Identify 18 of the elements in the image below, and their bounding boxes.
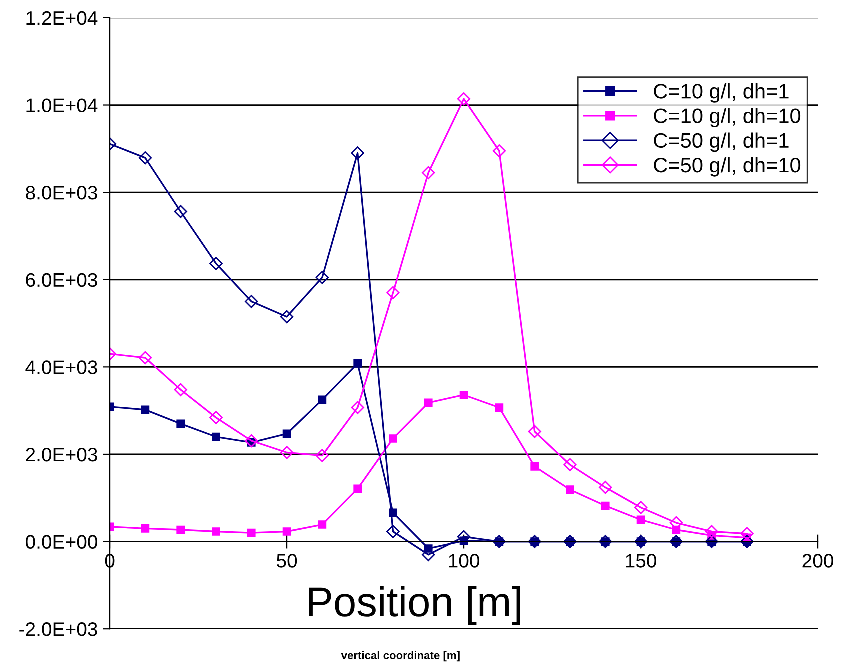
- legend-label: C=10 g/l, dh=10: [654, 108, 801, 128]
- y-tick-label: 1.2E+04: [26, 11, 98, 26]
- legend-label: C=50 g/l, dh=1: [654, 132, 789, 152]
- x-tick-label: 150: [626, 554, 656, 568]
- x-tick-label: 200: [802, 554, 834, 568]
- y-tick-label: 2.0E+03: [26, 448, 98, 462]
- legend-label: C=10 g/l, dh=1: [654, 84, 789, 103]
- x-axis-title: Position [m]: [309, 586, 520, 626]
- x-tick-label: 50: [277, 554, 298, 568]
- x-tick-label: 100: [449, 554, 480, 568]
- y-tick-label: 1.0E+04: [26, 98, 98, 112]
- y-tick-label: -2.0E+03: [20, 622, 98, 636]
- y-tick-label: 0.0E+00: [26, 535, 98, 550]
- y-tick-label: 6.0E+03: [26, 273, 98, 288]
- y-tick-label: 4.0E+03: [26, 360, 98, 374]
- legend-label: C=50 g/l, dh=10: [654, 157, 801, 177]
- text: vertical coordinate [m]: [341, 651, 460, 662]
- y-tick-label: 8.0E+03: [26, 186, 98, 200]
